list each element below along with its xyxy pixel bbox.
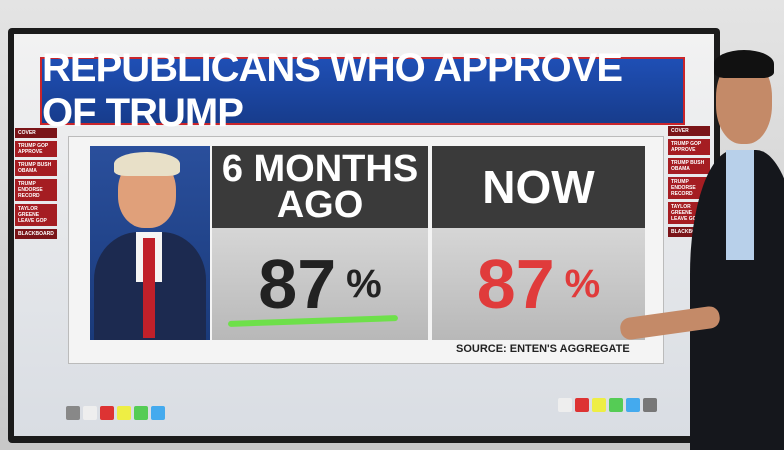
panel-heading: 6 MONTHS AGO — [212, 146, 428, 228]
left-menu: COVER TRUMP GOP APPROVE TRUMP BUSH OBAMA TR… — [15, 128, 57, 239]
panel-value: 87% — [432, 228, 645, 340]
presenter-shirt — [726, 150, 754, 260]
menu-item[interactable]: COVER — [668, 126, 710, 136]
menu-item[interactable]: COVER — [15, 128, 57, 138]
menu-item[interactable]: TRUMP GOP APPROVE — [15, 141, 57, 157]
swatches — [66, 406, 168, 425]
menu-item[interactable]: TRUMP GOP APPROVE — [668, 139, 710, 155]
menu-item[interactable]: TAYLOR GREENE LEAVE GOP — [15, 204, 57, 226]
panel-heading: NOW — [432, 146, 645, 228]
swatches — [558, 398, 660, 417]
tie — [143, 238, 155, 338]
menu-item[interactable]: BLACKBOARD — [668, 227, 710, 237]
unit: % — [346, 261, 382, 306]
menu-item[interactable]: BLACKBOARD — [15, 229, 57, 239]
source: SOURCE: ENTEN'S AGGREGATE — [456, 343, 630, 355]
value: 87 — [476, 245, 555, 323]
unit: % — [564, 261, 601, 306]
menu-item[interactable]: TRUMP BUSH OBAMA — [668, 158, 710, 174]
menu-item[interactable]: TRUMP BUSH OBAMA — [15, 160, 57, 176]
title: REPUBLICANS WHO APPROVE OF TRUMP — [40, 46, 685, 135]
hair — [114, 152, 180, 176]
photo — [90, 146, 210, 340]
value: 87 — [258, 245, 337, 323]
menu-item[interactable]: TRUMP ENDORSE RECORD — [15, 179, 57, 201]
presenter-hair — [714, 50, 774, 78]
